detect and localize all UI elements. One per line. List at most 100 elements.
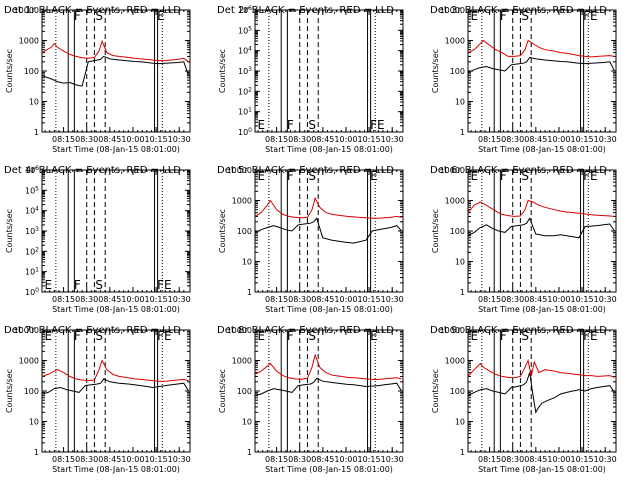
y-tick-label: 10000: [227, 166, 252, 175]
x-tick-label: 08:15: [265, 295, 288, 304]
x-axis-label: Start Time (08-Jan-15 08:01:00): [265, 145, 393, 154]
y-tick-label: 10000: [440, 326, 465, 335]
plot-frame: [254, 329, 404, 453]
y-axis-label: Counts/sec: [5, 49, 14, 93]
y-tick-label: 10: [242, 258, 252, 267]
x-tick-label: 10:30: [381, 135, 404, 144]
marker-label-e: E: [471, 169, 479, 183]
x-tick-label: 10:00: [121, 135, 144, 144]
marker-label-e: E: [370, 329, 378, 343]
y-axis-label: Counts/sec: [431, 209, 440, 253]
y-tick-label: 101: [25, 267, 39, 277]
marker-label-e: E: [370, 169, 378, 183]
y-tick-label: 105: [238, 25, 252, 35]
x-tick-label: 10:00: [121, 295, 144, 304]
panel-det-1: Det 1r BLACK = Events, RED = LLD11010010…: [4, 5, 191, 154]
x-tick-label: 08:30: [75, 295, 98, 304]
y-tick-label: 1: [34, 128, 39, 137]
y-tick-label: 10: [29, 418, 39, 427]
x-tick-label: 08:15: [478, 295, 501, 304]
x-tick-label: 08:30: [288, 135, 311, 144]
y-tick-label: 103: [238, 66, 252, 76]
y-axis-label: Counts/sec: [218, 369, 227, 413]
x-tick-label: 08:15: [52, 135, 75, 144]
y-tick-label: 1000: [445, 37, 465, 46]
marker-label-e: E: [258, 118, 266, 132]
x-axis-label: Start Time (08-Jan-15 08:01:00): [265, 305, 393, 314]
x-axis-label: Start Time (08-Jan-15 08:01:00): [52, 145, 180, 154]
y-tick-label: 105: [25, 185, 39, 195]
x-tick-label: 10:15: [358, 135, 381, 144]
x-tick-label: 10:00: [334, 135, 357, 144]
marker-label-fe: FE: [583, 9, 597, 23]
y-tick-label: 10000: [227, 326, 252, 335]
x-tick-label: 08:15: [478, 455, 501, 464]
panel-det-6: Det 6r BLACK = Events, RED = LLD11010010…: [430, 165, 617, 314]
x-tick-label: 08:15: [52, 455, 75, 464]
plot-frame: [254, 169, 404, 293]
y-tick-label: 1000: [445, 197, 465, 206]
x-tick-label: 08:30: [75, 455, 98, 464]
marker-label-fe: FE: [583, 329, 597, 343]
x-axis-label: Start Time (08-Jan-15 08:01:00): [478, 305, 606, 314]
x-tick-label: 10:00: [547, 135, 570, 144]
x-tick-label: 10:30: [168, 135, 191, 144]
x-tick-label: 08:45: [98, 455, 121, 464]
x-axis-label: Start Time (08-Jan-15 08:01:00): [52, 465, 180, 474]
marker-label-f: F: [74, 329, 81, 343]
y-tick-label: 10: [455, 258, 465, 267]
x-tick-label: 10:00: [334, 295, 357, 304]
x-tick-label: 10:30: [594, 455, 617, 464]
panel-det-9: Det 9r BLACK = Events, RED = LLD11010010…: [430, 325, 617, 474]
y-axis-label: Counts/sec: [431, 369, 440, 413]
x-tick-label: 10:30: [168, 455, 191, 464]
series-lld-line: [41, 39, 189, 63]
series-lld-line: [467, 358, 615, 379]
x-tick-label: 08:15: [478, 135, 501, 144]
x-tick-label: 08:15: [265, 135, 288, 144]
x-tick-label: 10:15: [571, 135, 594, 144]
marker-label-s: S: [521, 329, 529, 343]
marker-label-f: F: [74, 9, 81, 23]
y-tick-label: 1: [247, 288, 252, 297]
x-tick-label: 10:30: [594, 295, 617, 304]
marker-label-e: E: [471, 9, 479, 23]
marker-label-f: F: [287, 329, 294, 343]
x-tick-label: 08:30: [288, 455, 311, 464]
panel-det-3: Det 3r BLACK = Events, RED = LLD11010010…: [430, 5, 617, 154]
panel-det-8: Det 8r BLACK = Events, RED = LLD11010010…: [217, 325, 404, 474]
y-tick-label: 100: [237, 227, 252, 236]
x-tick-label: 10:00: [547, 295, 570, 304]
plot-frame: [467, 169, 617, 293]
y-tick-label: 10: [455, 98, 465, 107]
series-events-line: [41, 55, 189, 87]
plot-frame: [41, 329, 191, 453]
marker-label-s: S: [308, 118, 316, 132]
y-tick-label: 10000: [440, 166, 465, 175]
series-events-line: [467, 217, 615, 239]
x-tick-label: 08:30: [288, 295, 311, 304]
series-lld-line: [41, 359, 189, 382]
y-tick-label: 1000: [445, 357, 465, 366]
series-lld-line: [467, 199, 615, 217]
x-tick-label: 10:15: [571, 295, 594, 304]
series-events-line: [467, 56, 615, 73]
x-tick-label: 10:30: [594, 135, 617, 144]
x-tick-label: 08:15: [265, 455, 288, 464]
y-tick-label: 10000: [14, 326, 39, 335]
y-tick-label: 106: [238, 5, 252, 15]
y-tick-label: 103: [25, 226, 39, 236]
plot-frame: [41, 9, 191, 133]
y-axis-label: Counts/sec: [218, 209, 227, 253]
x-tick-label: 08:30: [501, 135, 524, 144]
x-tick-label: 10:30: [381, 455, 404, 464]
plot-frame: [467, 329, 617, 453]
panel-det-5: Det 5r BLACK = Events, RED = LLD11010010…: [217, 165, 404, 314]
x-tick-label: 08:45: [311, 135, 334, 144]
y-tick-label: 100: [450, 227, 465, 236]
marker-label-s: S: [95, 9, 103, 23]
plot-frame: [41, 169, 191, 293]
y-tick-label: 100: [24, 67, 39, 76]
y-tick-label: 1: [460, 288, 465, 297]
x-tick-label: 08:45: [311, 295, 334, 304]
